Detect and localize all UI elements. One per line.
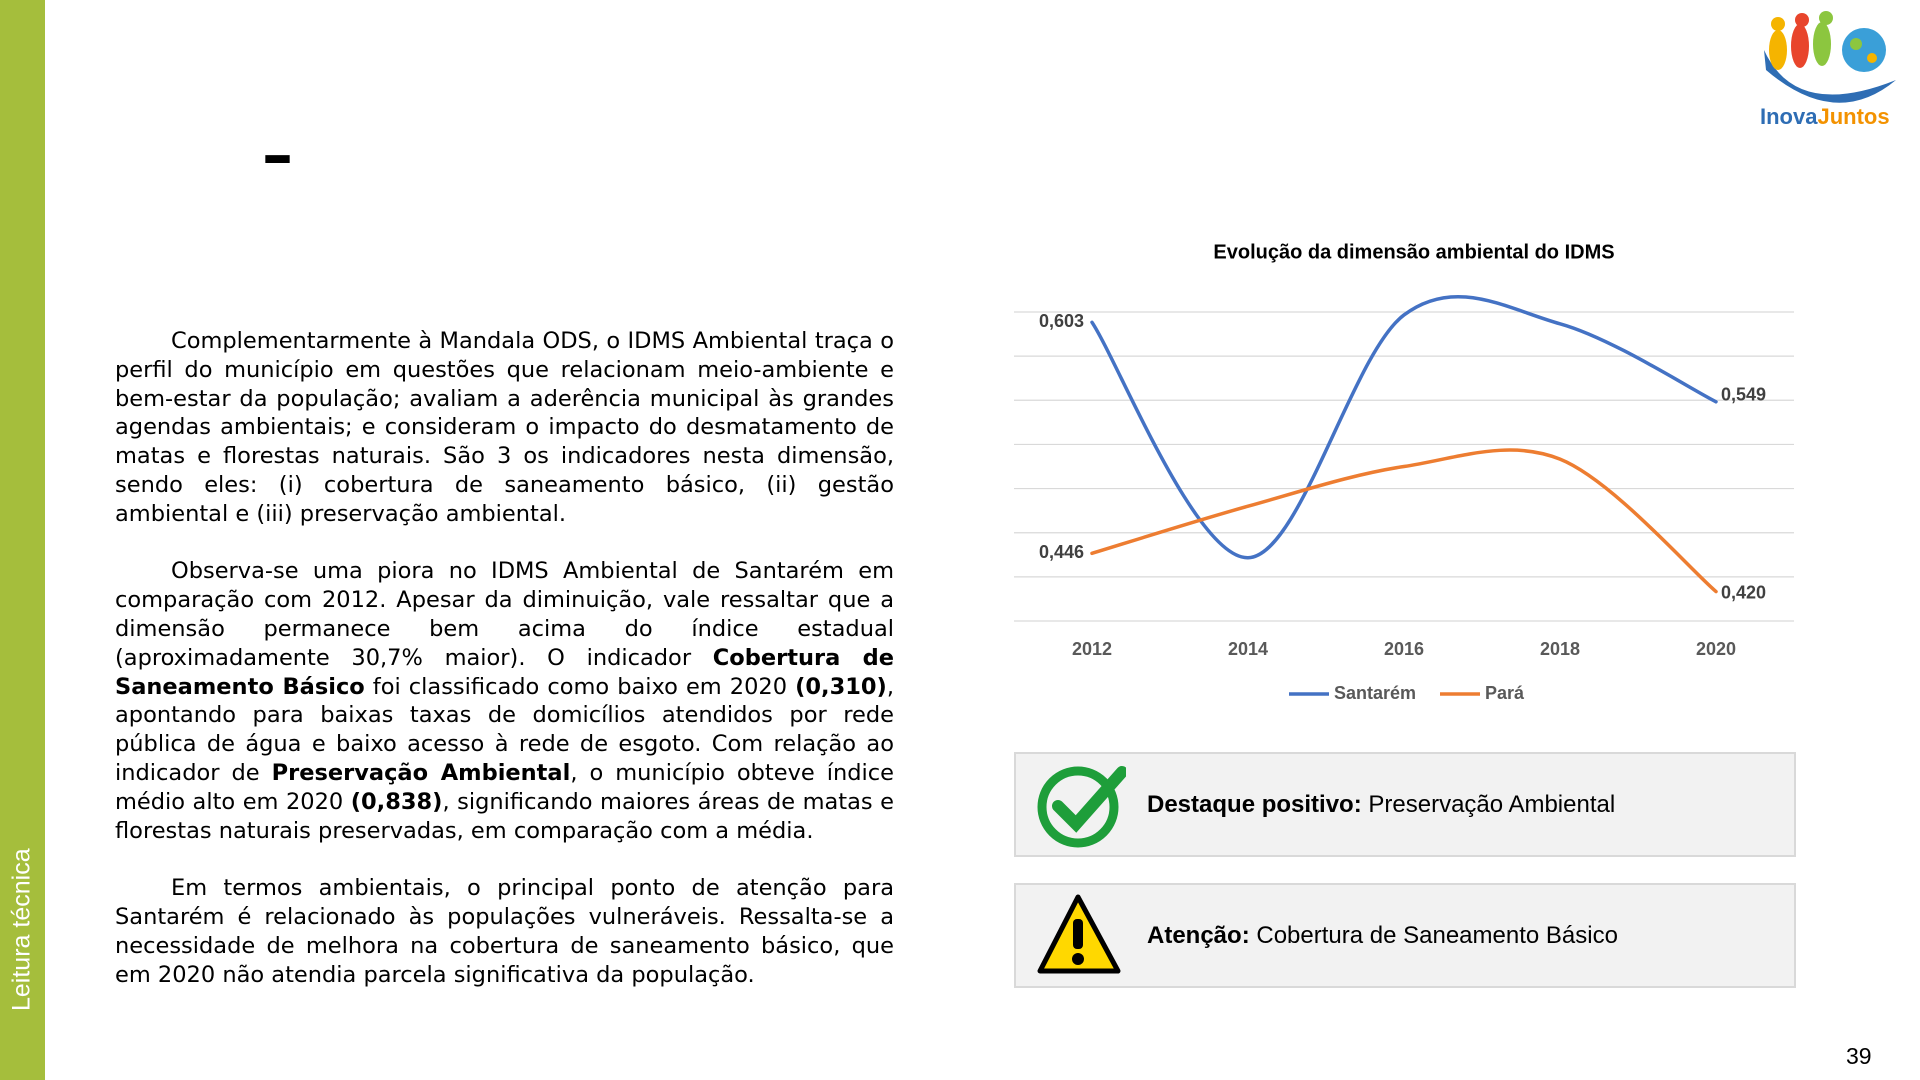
callout-text: Destaque positivo: Preservação Ambiental xyxy=(1147,791,1615,819)
x-tick-label: 2020 xyxy=(1696,639,1736,659)
data-label: 0,549 xyxy=(1721,385,1766,405)
logo-head xyxy=(1819,11,1833,25)
paragraph: Em termos ambientais, o principal ponto … xyxy=(115,874,894,989)
x-tick-label: 2016 xyxy=(1384,639,1424,659)
warning-dot xyxy=(1072,953,1084,965)
x-tick-label: 2018 xyxy=(1540,639,1580,659)
check-circle xyxy=(1037,766,1119,848)
paragraph: Complementarmente à Mandala ODS, o IDMS … xyxy=(115,327,894,529)
logo-text: InovaJuntos xyxy=(1760,104,1890,129)
chart: Evolução da dimensão ambiental do IDMS 20… xyxy=(1014,241,1794,703)
bold-text: Cobertura de Saneamento Básico xyxy=(115,644,895,700)
callout-warning: Atenção: Cobertura de Saneamento Básico xyxy=(1014,883,1796,988)
warning-bar xyxy=(1073,919,1083,949)
logo-swoosh xyxy=(1764,50,1896,103)
legend-label: Santarém xyxy=(1334,683,1416,703)
series-line xyxy=(1090,294,1718,560)
text: , o município obteve índice médio alto e… xyxy=(115,759,894,815)
data-label: 0,603 xyxy=(1039,311,1084,331)
text: , apontando para baixas taxas de domicíl… xyxy=(115,673,894,786)
data-label: 0,446 xyxy=(1039,542,1084,562)
body-text: Complementarmente à Mandala ODS, o IDMS … xyxy=(115,327,894,1018)
chart-title: Evolução da dimensão ambiental do IDMS xyxy=(1213,241,1614,263)
x-tick-label: 2012 xyxy=(1072,639,1112,659)
logo-head xyxy=(1795,13,1809,27)
bold-text: (0,310) xyxy=(795,673,887,700)
logo-text-first: Inova xyxy=(1760,104,1818,129)
bold-text: (0,838) xyxy=(350,788,443,815)
callout-label: Destaque positivo: xyxy=(1147,791,1362,818)
logo-globe-dot xyxy=(1867,53,1877,63)
text: Observa-se uma piora no IDMS Ambiental d… xyxy=(115,558,894,671)
logo-shape xyxy=(1791,24,1809,68)
callout-text: Atenção: Cobertura de Saneamento Básico xyxy=(1147,922,1618,950)
callout-value: Cobertura de Saneamento Básico xyxy=(1256,922,1618,949)
logo-head xyxy=(1771,17,1785,31)
logo-shape xyxy=(1769,30,1787,70)
legend-label: Pará xyxy=(1485,683,1525,703)
text: Em termos ambientais, o principal ponto … xyxy=(115,875,894,988)
paragraph: Observa-se uma piora no IDMS Ambiental d… xyxy=(115,557,894,845)
callout-label: Atenção: xyxy=(1147,922,1250,949)
callout-value: Preservação Ambiental xyxy=(1368,791,1616,818)
bold-text: Preservação Ambiental xyxy=(271,759,571,786)
heading: – xyxy=(262,118,293,191)
text: foi classificado como baixo em 2020 xyxy=(364,673,796,700)
callout-positive: Destaque positivo: Preservação Ambiental xyxy=(1014,752,1796,857)
text: Complementarmente à Mandala ODS, o IDMS … xyxy=(115,328,894,527)
warning-icon xyxy=(1037,894,1121,974)
data-label: 0,420 xyxy=(1721,583,1766,603)
sidebar: Leitura técnica xyxy=(0,0,45,1080)
logo-globe-dot xyxy=(1850,38,1862,50)
logo-shape xyxy=(1813,22,1831,66)
page-number: 39 xyxy=(1846,1043,1872,1069)
check-mark xyxy=(1052,766,1126,833)
sidebar-label: Leitura técnica xyxy=(7,848,36,1011)
logo-text-second: Juntos xyxy=(1817,104,1889,129)
logo: InovaJuntos xyxy=(1760,11,1896,129)
text: , significando maiores áreas de matas e … xyxy=(115,788,894,844)
x-tick-label: 2014 xyxy=(1228,639,1268,659)
series-line xyxy=(1090,448,1718,594)
check-icon xyxy=(1037,766,1126,848)
